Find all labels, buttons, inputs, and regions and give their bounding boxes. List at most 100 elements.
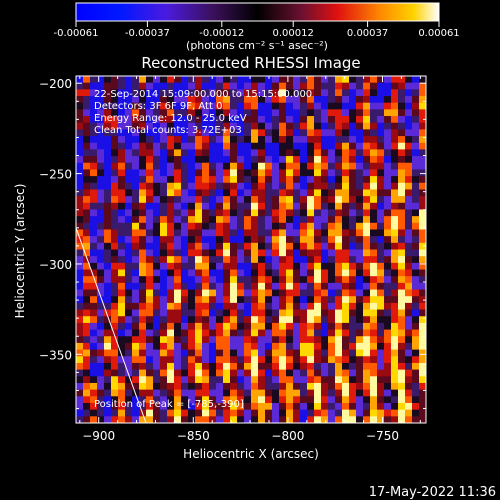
heatmap-cell: [209, 349, 217, 357]
heatmap-cell: [90, 256, 98, 264]
heatmap-cell: [90, 189, 98, 197]
heatmap-cell: [342, 122, 350, 130]
heatmap-cell: [139, 402, 147, 411]
heatmap-cell: [223, 296, 231, 304]
heatmap-cell: [286, 162, 294, 170]
heatmap-cell: [167, 242, 175, 250]
heatmap-cell: [286, 416, 294, 423]
heatmap-cell: [258, 156, 266, 164]
heatmap-cell: [244, 182, 252, 190]
heatmap-cell: [146, 196, 154, 204]
heatmap-cell: [412, 289, 420, 297]
heatmap-cell: [195, 342, 203, 350]
heatmap-cell: [223, 329, 231, 337]
heatmap-cell: [167, 76, 175, 84]
heatmap-cell: [314, 209, 322, 217]
heatmap-cell: [391, 89, 399, 97]
heatmap-cell: [251, 162, 259, 170]
heatmap-cell: [349, 329, 357, 337]
heatmap-cell: [307, 369, 315, 377]
heatmap-cell: [97, 176, 105, 184]
heatmap-cell: [377, 109, 385, 117]
heatmap-cell: [265, 289, 273, 297]
heatmap-cell: [146, 269, 154, 277]
heatmap-cell: [139, 296, 147, 304]
heatmap-cell: [237, 242, 245, 250]
heatmap-cell: [342, 376, 350, 384]
heatmap-cell: [97, 242, 105, 250]
heatmap-cell: [181, 96, 189, 104]
heatmap-cell: [83, 269, 91, 277]
heatmap-cell: [132, 336, 140, 344]
heatmap-cell: [153, 222, 161, 230]
heatmap-cell: [363, 389, 371, 397]
heatmap-cell: [125, 389, 133, 397]
heatmap-cell: [342, 76, 350, 84]
heatmap-cell: [167, 89, 175, 97]
heatmap-cell: [251, 109, 259, 117]
heatmap-cell: [328, 129, 336, 137]
heatmap-cell: [398, 82, 406, 90]
heatmap-cell: [111, 156, 119, 164]
heatmap-cell: [244, 389, 252, 397]
heatmap-cell: [342, 269, 350, 277]
heatmap-cell: [230, 142, 238, 150]
heatmap-cell: [132, 302, 140, 310]
heatmap-cell: [83, 76, 91, 84]
heatmap-cell: [321, 129, 329, 137]
heatmap-cell: [272, 196, 280, 204]
heatmap-cell: [132, 82, 140, 90]
heatmap-cell: [244, 229, 252, 237]
heatmap-cell: [237, 276, 245, 284]
heatmap-cell: [398, 109, 406, 117]
heatmap-cell: [111, 262, 119, 270]
heatmap-cell: [153, 89, 161, 97]
heatmap-cell: [230, 249, 238, 257]
heatmap-cell: [272, 376, 280, 384]
heatmap-cell: [279, 382, 287, 391]
heatmap-cell: [300, 162, 308, 170]
heatmap-cell: [293, 362, 301, 371]
heatmap-cell: [181, 269, 189, 277]
heatmap-cell: [419, 309, 426, 317]
heatmap-cell: [160, 236, 168, 244]
heatmap-cell: [223, 376, 231, 384]
heatmap-cell: [223, 242, 231, 250]
heatmap-cell: [293, 96, 301, 104]
heatmap-cell: [132, 342, 140, 350]
heatmap-cell: [153, 282, 161, 290]
heatmap-cell: [335, 329, 343, 337]
heatmap-cell: [328, 109, 336, 117]
heatmap-cell: [279, 389, 287, 397]
heatmap-cell: [384, 416, 392, 423]
heatmap-cell: [111, 176, 119, 184]
heatmap-cell: [286, 249, 294, 257]
heatmap-cell: [195, 396, 203, 404]
heatmap-cell: [146, 169, 154, 177]
heatmap-cell: [90, 369, 98, 377]
heatmap-cell: [181, 162, 189, 170]
heatmap-cell: [398, 242, 406, 250]
heatmap-cell: [272, 162, 280, 170]
heatmap-cell: [195, 182, 203, 190]
heatmap-cell: [342, 96, 350, 104]
heatmap-cell: [209, 76, 217, 84]
heatmap-cell: [237, 89, 245, 97]
heatmap-cell: [335, 136, 343, 144]
heatmap-cell: [209, 169, 217, 177]
heatmap-cell: [377, 336, 385, 344]
heatmap-cell: [188, 82, 196, 90]
heatmap-cell: [160, 156, 168, 164]
heatmap-cell: [307, 356, 315, 364]
heatmap-cell: [181, 109, 189, 117]
heatmap-cell: [265, 416, 273, 423]
heatmap-cell: [412, 242, 420, 250]
heatmap-cell: [132, 76, 140, 84]
heatmap-cell: [181, 182, 189, 190]
heatmap-cell: [153, 342, 161, 350]
heatmap-cell: [118, 102, 126, 110]
heatmap-cell: [307, 269, 315, 277]
heatmap-cell: [125, 376, 133, 384]
plot-frame: [75, 75, 427, 424]
heatmap-cell: [237, 362, 245, 371]
